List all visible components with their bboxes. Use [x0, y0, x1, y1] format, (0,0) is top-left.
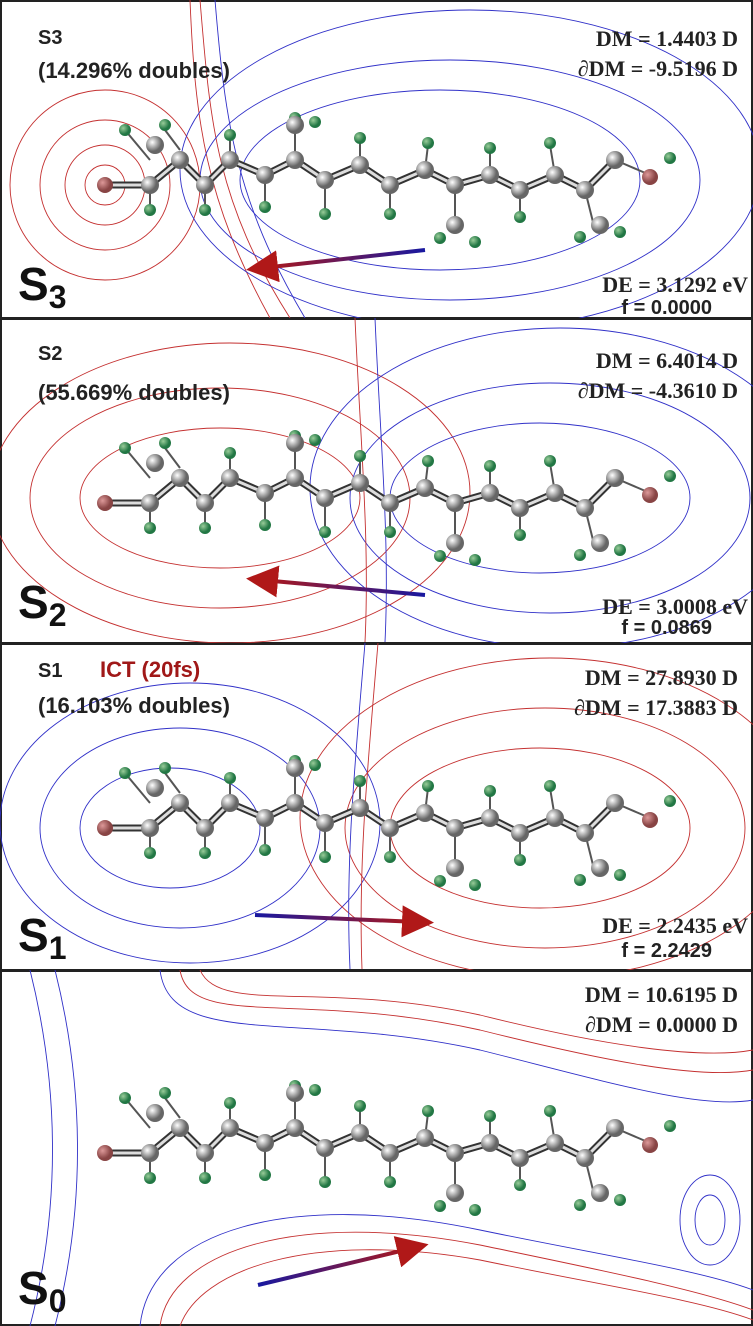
note: ICT (20fs) [100, 657, 200, 682]
panel: DM = 10.6195 D ∂DM = 0.0000 D S0 [0, 969, 753, 1326]
doubles: (16.103% doubles) [38, 693, 230, 718]
dipole-change: ∂DM = -9.5196 D [578, 56, 738, 81]
panel: S3 (14.296% doubles) DM = 1.4403 D ∂DM =… [0, 0, 753, 331]
symbol-sub: 2 [49, 597, 67, 633]
symbol-sub: 1 [49, 930, 67, 966]
symbol: S [18, 1262, 49, 1314]
symbol-sub: 3 [49, 279, 67, 315]
doubles: (14.296% doubles) [38, 58, 230, 83]
state-label: S2 [38, 343, 62, 365]
state-symbol: S2 [18, 576, 66, 633]
state-symbol: S0 [18, 1262, 66, 1319]
dipole: DM = 10.6195 D [585, 982, 738, 1007]
dipole-change: ∂DM = 0.0000 D [585, 1012, 738, 1037]
dipole-change: ∂DM = -4.3610 D [578, 378, 738, 403]
dipole: DM = 6.4014 D [596, 348, 738, 373]
symbol: S [18, 909, 49, 961]
energy: DE = 2.2435 eV [602, 913, 748, 938]
symbol-sub: 0 [49, 1283, 67, 1319]
energy: DE = 3.1292 eV [602, 272, 748, 297]
dipole: DM = 27.8930 D [585, 665, 738, 690]
dipole-change: ∂DM = 17.3883 D [574, 695, 738, 720]
state-label: S1 [38, 660, 62, 682]
symbol: S [18, 258, 49, 310]
state-symbol: S3 [18, 258, 66, 315]
panel: S1 ICT (20fs) (16.103% doubles) DM = 27.… [0, 642, 753, 979]
energy: DE = 3.0008 eV [602, 594, 748, 619]
oscillator-strength: f = 0.0869 [621, 617, 712, 639]
state-label: S3 [38, 27, 62, 49]
panel: S2 (55.669% doubles) DM = 6.4014 D ∂DM =… [0, 317, 753, 649]
dipole: DM = 1.4403 D [596, 26, 738, 51]
symbol: S [18, 576, 49, 628]
oscillator-strength: f = 2.2429 [621, 940, 712, 962]
doubles: (55.669% doubles) [38, 380, 230, 405]
state-symbol: S1 [18, 909, 66, 966]
oscillator-strength: f = 0.0000 [621, 297, 712, 319]
